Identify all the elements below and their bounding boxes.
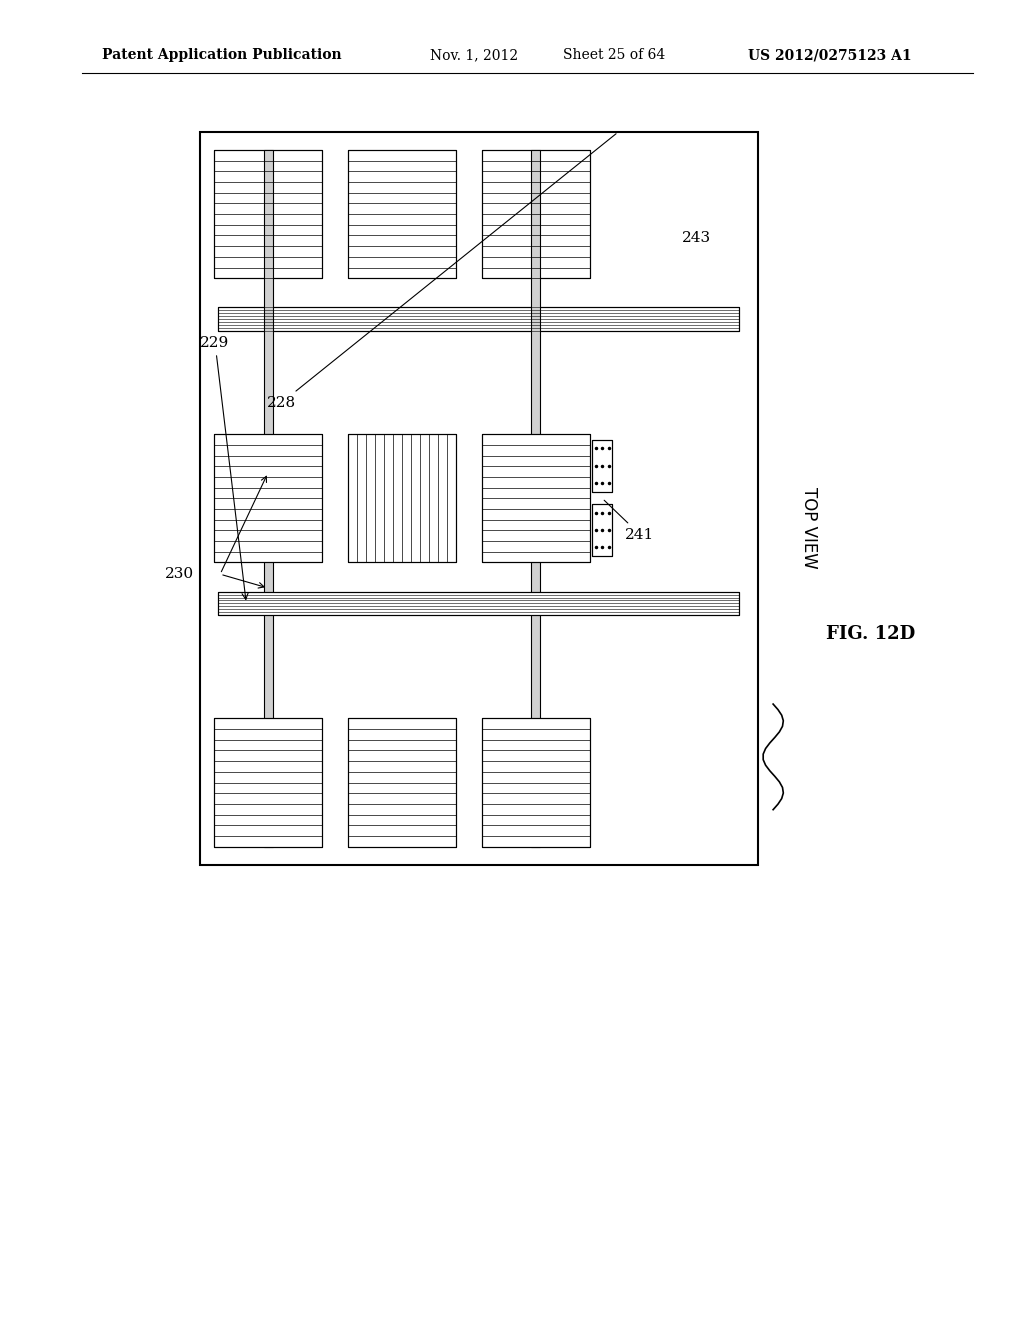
Bar (218, 591, 739, 615)
Bar (592, 504, 612, 556)
Bar (592, 440, 612, 491)
Bar (481, 718, 590, 846)
Text: Nov. 1, 2012: Nov. 1, 2012 (430, 49, 518, 62)
Bar (347, 718, 457, 846)
Text: 230: 230 (165, 568, 194, 581)
Bar (218, 591, 739, 615)
Bar (347, 150, 457, 279)
Bar (214, 150, 323, 279)
Text: Sheet 25 of 64: Sheet 25 of 64 (563, 49, 666, 62)
Bar (218, 308, 739, 331)
Bar (347, 434, 457, 562)
Text: FIG. 12D: FIG. 12D (825, 624, 915, 643)
Bar (347, 718, 457, 846)
Bar (214, 434, 323, 562)
Bar (214, 718, 323, 846)
Text: TOP VIEW: TOP VIEW (800, 487, 818, 569)
Text: 243: 243 (682, 231, 711, 244)
Bar (214, 150, 323, 279)
Bar (214, 718, 323, 846)
Bar (481, 718, 590, 846)
Bar (347, 434, 457, 562)
Text: Patent Application Publication: Patent Application Publication (102, 49, 342, 62)
Bar (592, 504, 612, 556)
Bar (481, 150, 590, 279)
Text: US 2012/0275123 A1: US 2012/0275123 A1 (748, 49, 911, 62)
Bar (200, 132, 758, 865)
Text: 228: 228 (267, 133, 616, 409)
Text: 241: 241 (604, 500, 654, 541)
Bar (531, 150, 541, 846)
Bar (481, 434, 590, 562)
Bar (592, 440, 612, 491)
Bar (214, 434, 323, 562)
Bar (481, 150, 590, 279)
Bar (347, 150, 457, 279)
Bar (218, 308, 739, 331)
Bar (481, 434, 590, 562)
Text: 229: 229 (201, 337, 248, 599)
Bar (263, 150, 272, 846)
